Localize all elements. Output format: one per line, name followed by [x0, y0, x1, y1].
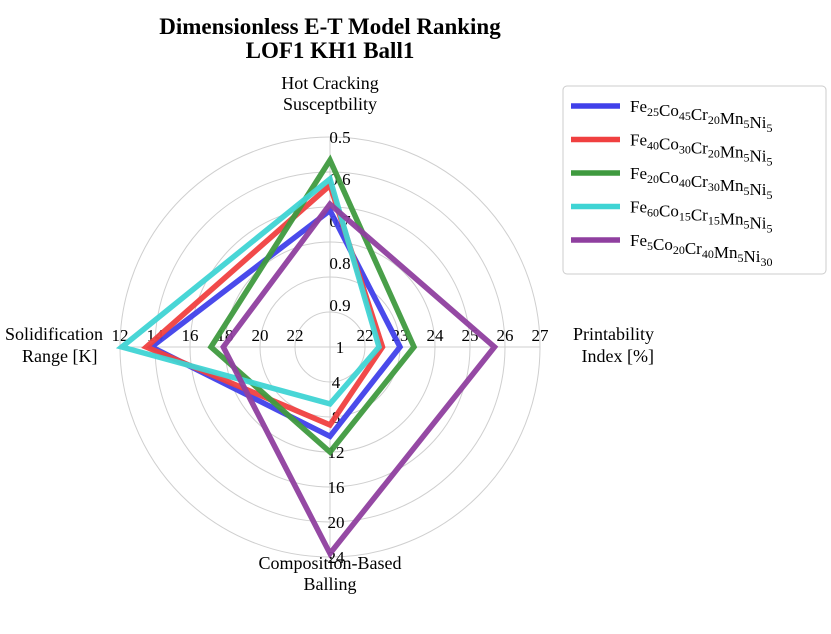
legend-label-2: Fe20Co40Cr30Mn5Ni5	[630, 164, 772, 202]
axis-label-pi-2: Index [%]	[582, 346, 654, 366]
chart-title-line-2: LOF1 KH1 Ball1	[246, 38, 415, 63]
legend-label-1: Fe40Co30Cr20Mn5Ni5	[630, 131, 772, 169]
legend-label-4: Fe5Co20Cr40Mn5Ni30	[630, 231, 772, 269]
axis-label-sr-2: Range [K]	[22, 346, 97, 366]
axis-label-hcs-1: Hot Cracking	[281, 73, 378, 93]
legend: Fe25Co45Cr20Mn5Ni5Fe40Co30Cr20Mn5Ni5Fe20…	[562, 85, 827, 275]
series-line-2	[207, 154, 418, 456]
tick-label-hcs: 1	[336, 338, 345, 357]
axis-label-cb-1: Composition-Based	[259, 553, 402, 573]
tick-label-cb: 4	[332, 373, 341, 392]
tick-label-pi: 24	[427, 326, 445, 345]
axis-label-pi-1: Printability	[573, 324, 654, 344]
tick-label-sr: 22	[287, 326, 304, 345]
tick-label-sr: 20	[252, 326, 269, 345]
legend-frame	[562, 85, 827, 275]
axis-label-cb-2: Balling	[304, 574, 357, 594]
tick-label-pi: 26	[497, 326, 514, 345]
series-polygons	[115, 154, 499, 559]
legend-label-0: Fe25Co45Cr20Mn5Ni5	[630, 97, 772, 135]
tick-label-sr: 12	[112, 326, 129, 345]
tick-label-hcs: 0.9	[329, 296, 350, 315]
tick-label-sr: 16	[182, 326, 199, 345]
tick-label-cb: 16	[328, 478, 345, 497]
tick-label-cb: 20	[328, 513, 345, 532]
series-line-0	[146, 206, 404, 440]
series-line-4	[220, 200, 499, 559]
tick-label-pi: 22	[357, 326, 374, 345]
series-line-3	[115, 174, 383, 408]
legend-label-3: Fe60Co15Cr15Mn5Ni5	[630, 198, 772, 236]
tick-label-pi: 27	[532, 326, 550, 345]
axis-label-sr-1: Solidification	[5, 324, 103, 344]
axis-label-hcs-2: Susceptbility	[283, 94, 377, 114]
tick-label-hcs: 0.8	[329, 254, 350, 273]
chart-title-line-1: Dimensionless E-T Model Ranking	[159, 14, 501, 39]
tick-label-hcs: 0.5	[329, 128, 350, 147]
